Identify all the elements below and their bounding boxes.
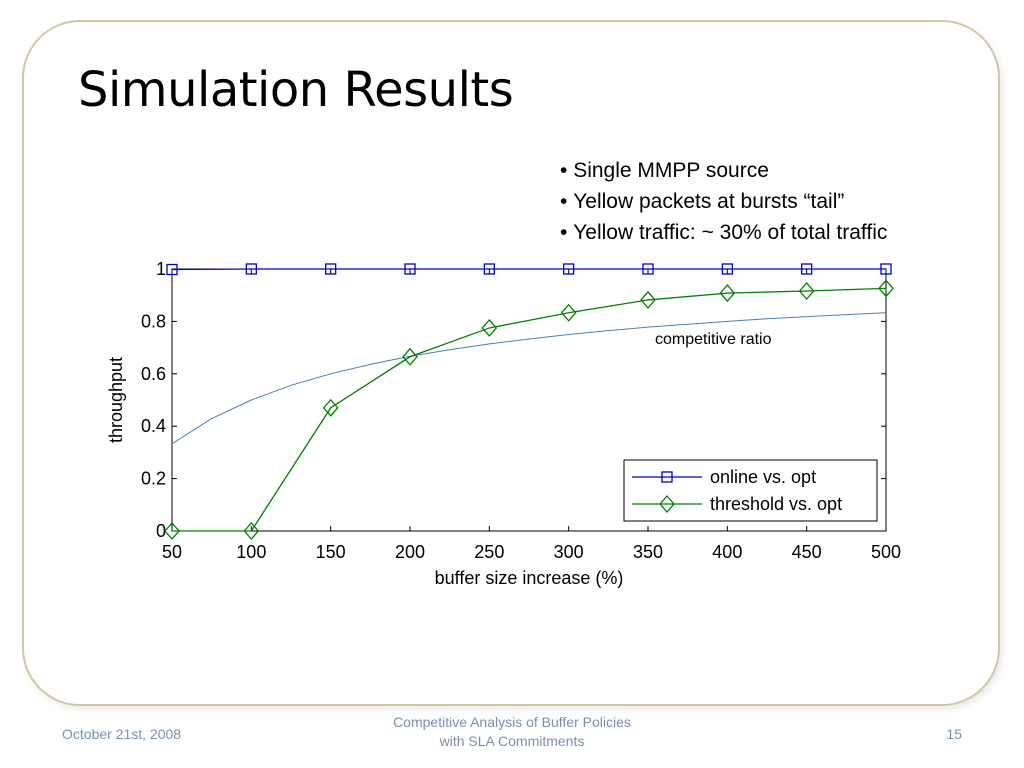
bullet-list: Single MMPP source Yellow packets at bur… (560, 155, 887, 248)
x-tick-label: 250 (474, 542, 504, 562)
threshold-data-point (402, 347, 418, 366)
threshold-data-point (798, 282, 815, 300)
x-tick-label: 300 (554, 542, 584, 562)
y-tick-label: 0.4 (141, 416, 166, 436)
competitive-ratio-label: competitive ratio (655, 331, 772, 348)
threshold-data-point (481, 318, 498, 337)
x-tick-label: 500 (871, 542, 901, 562)
online-data-point (166, 263, 178, 276)
page-number: 15 (946, 726, 962, 742)
slide-title: Simulation Results (78, 62, 514, 118)
legend-label: threshold vs. opt (710, 494, 842, 514)
y-tick-label: 0 (156, 521, 166, 541)
x-axis-label: buffer size increase (%) (435, 568, 624, 588)
online-data-point (404, 263, 416, 275)
y-tick-label: 0.6 (141, 364, 166, 384)
bullet-item: Yellow traffic: ~ 30% of total traffic (560, 217, 887, 248)
online-data-point (483, 263, 495, 275)
online-data-point (642, 263, 654, 275)
y-tick-label: 0.8 (141, 311, 166, 331)
slide-frame (22, 20, 1000, 706)
threshold-data-point (164, 522, 180, 540)
x-tick-label: 450 (792, 542, 822, 562)
threshold-data-point (640, 290, 656, 309)
x-tick-label: 200 (395, 542, 425, 562)
online-data-point (880, 263, 892, 275)
x-tick-label: 400 (712, 542, 742, 562)
online-data-point (721, 263, 733, 275)
footer-date: October 21st, 2008 (62, 726, 182, 742)
online-data-point (245, 263, 257, 275)
footer-title-line: with SLA Commitments (439, 733, 585, 749)
y-tick-label: 0.2 (141, 469, 166, 489)
bullet-item: Single MMPP source (560, 155, 887, 186)
footer-presentation-title: Competitive Analysis of Buffer Policies … (312, 713, 712, 751)
y-axis-label: throughput (106, 357, 126, 443)
threshold-data-point (560, 303, 577, 322)
bullet-item: Yellow packets at bursts “tail” (560, 186, 887, 217)
threshold-data-point (243, 522, 260, 540)
legend-online-marker (661, 471, 673, 483)
threshold-data-point (322, 398, 339, 417)
x-tick-label: 50 (162, 542, 182, 562)
footer-title-line: Competitive Analysis of Buffer Policies (393, 714, 631, 730)
x-tick-label: 150 (316, 542, 346, 562)
competitive-ratio-curve (171, 312, 887, 445)
legend-threshold-marker (659, 495, 675, 513)
threshold-series-line (172, 287, 887, 532)
online-data-point (325, 263, 337, 275)
threshold-data-point (719, 284, 736, 303)
x-tick-label: 350 (633, 542, 663, 562)
legend-label: online vs. opt (710, 467, 816, 487)
online-series-line (171, 268, 886, 271)
threshold-data-point (878, 279, 894, 298)
y-tick-label: 1 (156, 259, 166, 279)
online-data-point (563, 263, 575, 275)
x-tick-label: 100 (236, 542, 266, 562)
online-data-point (801, 263, 813, 275)
